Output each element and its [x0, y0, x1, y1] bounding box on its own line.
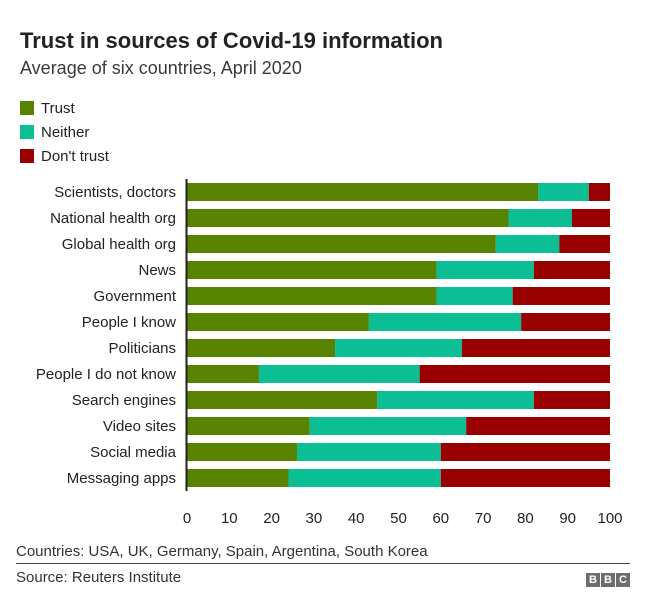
legend-item-neither: Neither: [20, 120, 109, 144]
bar-row-national-health-org: [187, 209, 610, 227]
source-text: Source: Reuters Institute: [16, 569, 182, 586]
bar-row-social-media: [187, 443, 610, 461]
bar-segment-neither: [508, 209, 572, 227]
countries-note: Countries: USA, UK, Germany, Spain, Arge…: [16, 543, 428, 560]
category-label: Government: [93, 288, 176, 305]
bar-segment-neither: [296, 443, 441, 461]
bar-segment-don-t-trust: [533, 391, 610, 409]
bar-segment-don-t-trust: [533, 261, 610, 279]
bar-segment-neither: [335, 339, 462, 357]
category-label: People I know: [82, 314, 176, 331]
bar-segment-trust: [187, 261, 437, 279]
bar-segment-trust: [187, 209, 509, 227]
bar-segment-neither: [258, 365, 420, 383]
bbc-logo-letter: B: [601, 573, 615, 587]
bar-segment-neither: [436, 261, 534, 279]
bar-segment-don-t-trust: [440, 443, 610, 461]
bbc-logo-letter: C: [616, 573, 630, 587]
bbc-logo: B B C: [586, 573, 630, 587]
bar-segment-trust: [187, 339, 336, 357]
bar-segment-don-t-trust: [588, 183, 610, 201]
legend-swatch-trust: [20, 101, 34, 115]
x-tick-label: 80: [517, 510, 534, 527]
category-label: Search engines: [72, 392, 176, 409]
category-label: Social media: [90, 444, 177, 461]
x-tick-label: 0: [183, 510, 191, 527]
footer-divider: [16, 563, 630, 564]
bar-segment-neither: [288, 469, 441, 487]
x-tick-label: 70: [475, 510, 492, 527]
bar-segment-neither: [377, 391, 534, 409]
bar-segment-don-t-trust: [521, 313, 610, 331]
x-tick-label: 60: [432, 510, 449, 527]
bar-segment-trust: [187, 287, 437, 305]
category-label: Politicians: [108, 340, 176, 357]
x-tick-label: 20: [263, 510, 280, 527]
category-label: Video sites: [103, 418, 176, 435]
chart-subtitle: Average of six countries, April 2020: [20, 58, 302, 78]
bar-segment-trust: [187, 183, 539, 201]
bar-segment-don-t-trust: [440, 469, 610, 487]
bar-segment-trust: [187, 443, 297, 461]
category-label: Messaging apps: [67, 470, 176, 487]
bar-segment-don-t-trust: [559, 235, 610, 253]
bar-segment-trust: [187, 365, 259, 383]
bar-segment-neither: [436, 287, 513, 305]
x-tick-label: 50: [390, 510, 407, 527]
bar-segment-trust: [187, 469, 289, 487]
bar-segment-don-t-trust: [419, 365, 610, 383]
bar-row-scientists-doctors: [187, 183, 610, 201]
bar-segment-don-t-trust: [571, 209, 610, 227]
bar-row-news: [187, 261, 610, 279]
legend-item-dont-trust: Don't trust: [20, 144, 109, 168]
chart-title: Trust in sources of Covid-19 information: [20, 28, 443, 53]
legend-swatch-dont-trust: [20, 149, 34, 163]
legend-swatch-neither: [20, 125, 34, 139]
legend: Trust Neither Don't trust: [20, 96, 109, 168]
bar-row-messaging-apps: [187, 469, 610, 487]
bar-segment-don-t-trust: [461, 339, 610, 357]
x-tick-label: 40: [348, 510, 365, 527]
legend-label-neither: Neither: [41, 123, 90, 141]
legend-item-trust: Trust: [20, 96, 109, 120]
bar-segment-trust: [187, 391, 378, 409]
bar-row-people-i-do-not-know: [187, 365, 610, 383]
bar-segment-don-t-trust: [466, 417, 610, 435]
stacked-bar-chart: Scientists, doctors National health org Gl…: [36, 179, 623, 527]
bar-segment-neither: [538, 183, 589, 201]
bar-segment-neither: [368, 313, 522, 331]
category-label: National health org: [50, 210, 176, 227]
bar-segment-don-t-trust: [512, 287, 610, 305]
bar-segment-neither: [309, 417, 467, 435]
bar-row-politicians: [187, 339, 610, 357]
legend-label-dont-trust: Don't trust: [41, 147, 109, 165]
bar-segment-trust: [187, 417, 310, 435]
bar-row-government: [187, 287, 610, 305]
bar-segment-trust: [187, 313, 369, 331]
category-label: Scientists, doctors: [54, 184, 176, 201]
category-label: People I do not know: [36, 366, 176, 383]
category-label: News: [138, 262, 176, 279]
bbc-logo-letter: B: [586, 573, 600, 587]
x-tick-label: 90: [559, 510, 576, 527]
bar-row-people-i-know: [187, 313, 610, 331]
bar-segment-trust: [187, 235, 496, 253]
bar-row-search-engines: [187, 391, 610, 409]
x-tick-label: 10: [221, 510, 238, 527]
category-label: Global health org: [62, 236, 176, 253]
x-tick-label: 30: [306, 510, 323, 527]
bar-row-global-health-org: [187, 235, 610, 253]
bar-row-video-sites: [187, 417, 610, 435]
bar-segment-neither: [495, 235, 560, 253]
x-tick-label: 100: [597, 510, 622, 527]
legend-label-trust: Trust: [41, 99, 75, 117]
